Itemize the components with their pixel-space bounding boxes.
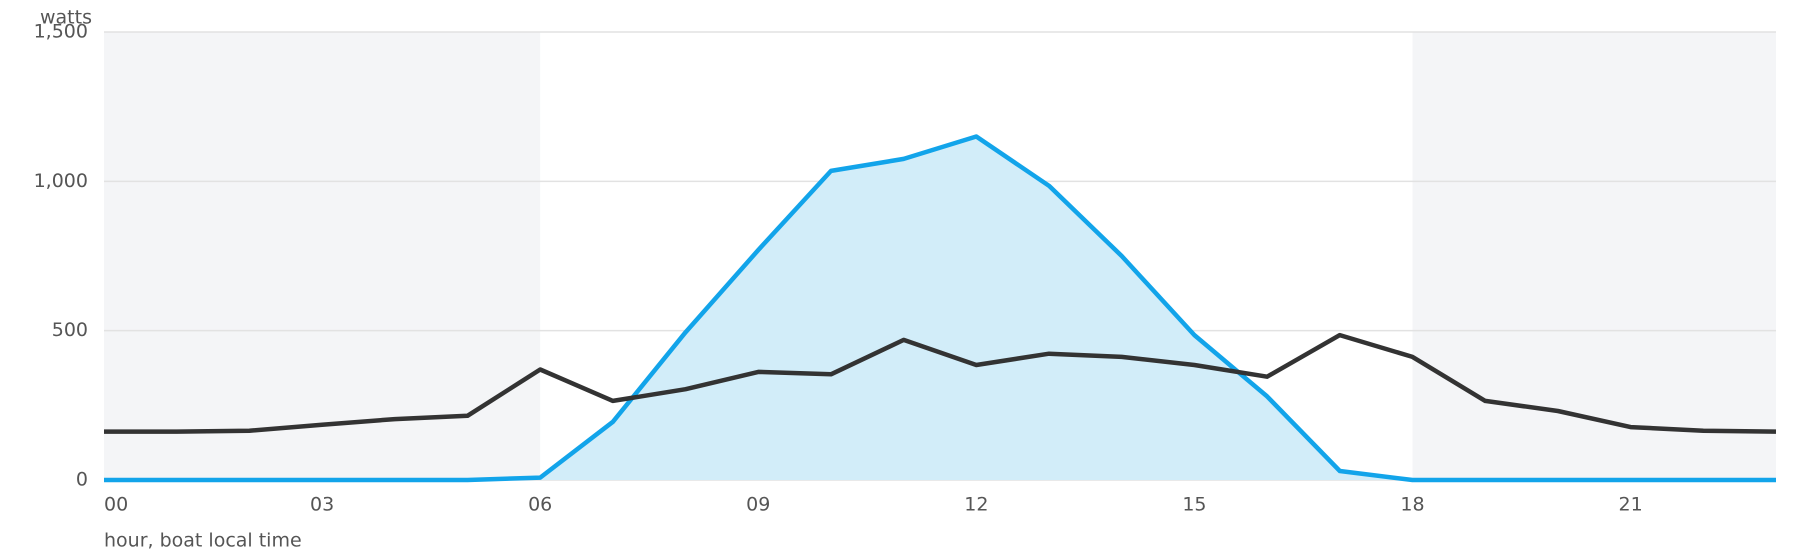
- line: [104, 134, 1776, 483]
- area: [104, 136, 1776, 480]
- night-band: [104, 32, 541, 480]
- y-tick-label: 1,500: [34, 21, 88, 43]
- y-tick-label: 1,000: [34, 170, 88, 192]
- x-tick-label: 12: [964, 494, 988, 516]
- y-axis-label: watts: [40, 7, 92, 29]
- line: [104, 332, 1777, 434]
- y-tick-label: 0: [76, 469, 88, 491]
- x-tick-label: 15: [1182, 494, 1206, 516]
- x-tick-label: 09: [746, 494, 770, 516]
- x-tick-label: 03: [310, 494, 334, 516]
- night-band: [1412, 32, 1776, 480]
- y-tick-label: 500: [52, 319, 88, 341]
- x-tick-label: 18: [1400, 494, 1424, 516]
- x-tick-label: 06: [528, 494, 552, 516]
- x-tick-label: 21: [1619, 494, 1643, 516]
- x-tick-label: 00: [104, 494, 128, 516]
- x-axis-label: hour, boat local time: [104, 530, 302, 552]
